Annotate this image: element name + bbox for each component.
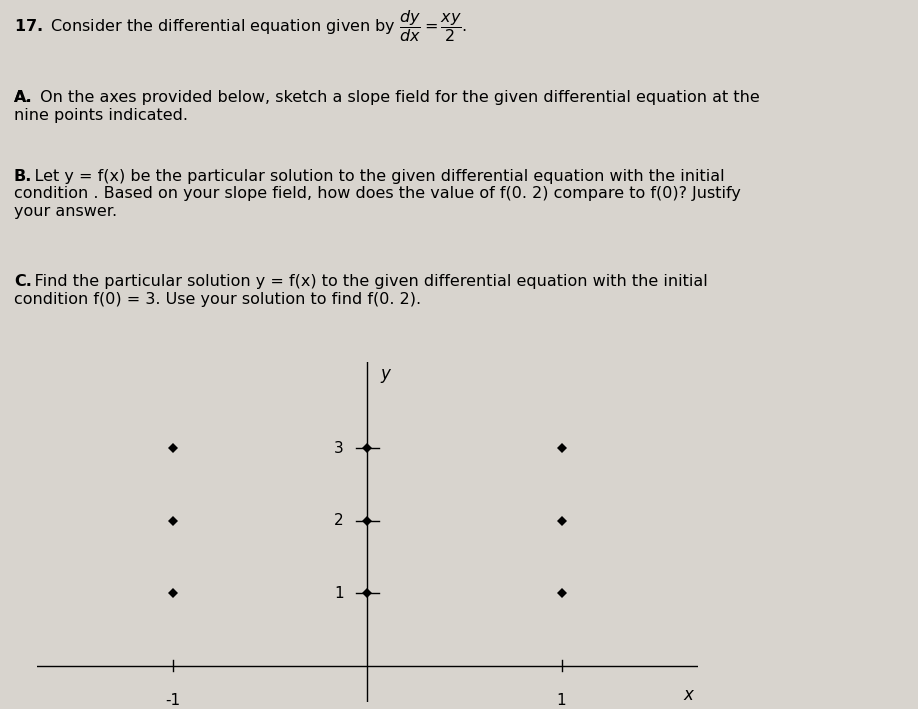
Text: Let y = f(x) be the particular solution to the given differential equation with : Let y = f(x) be the particular solution … [14,169,741,219]
Text: 3: 3 [334,441,344,456]
Text: y: y [381,365,391,383]
Text: A.: A. [14,90,32,105]
Text: Find the particular solution y = f(x) to the given differential equation with th: Find the particular solution y = f(x) to… [14,274,708,307]
Text: 2: 2 [334,513,344,528]
Text: -1: -1 [165,693,180,708]
Text: 1: 1 [557,693,566,708]
Text: C.: C. [14,274,31,289]
Text: B.: B. [14,169,32,184]
Text: $\mathbf{17.}$ Consider the differential equation given by $\dfrac{dy}{dx} = \df: $\mathbf{17.}$ Consider the differential… [14,8,466,43]
Text: A.  On the axes provided below, sketch a slope field for the given differential : A. On the axes provided below, sketch a … [14,90,759,123]
Text: x: x [684,686,694,704]
Text: 1: 1 [334,586,344,601]
